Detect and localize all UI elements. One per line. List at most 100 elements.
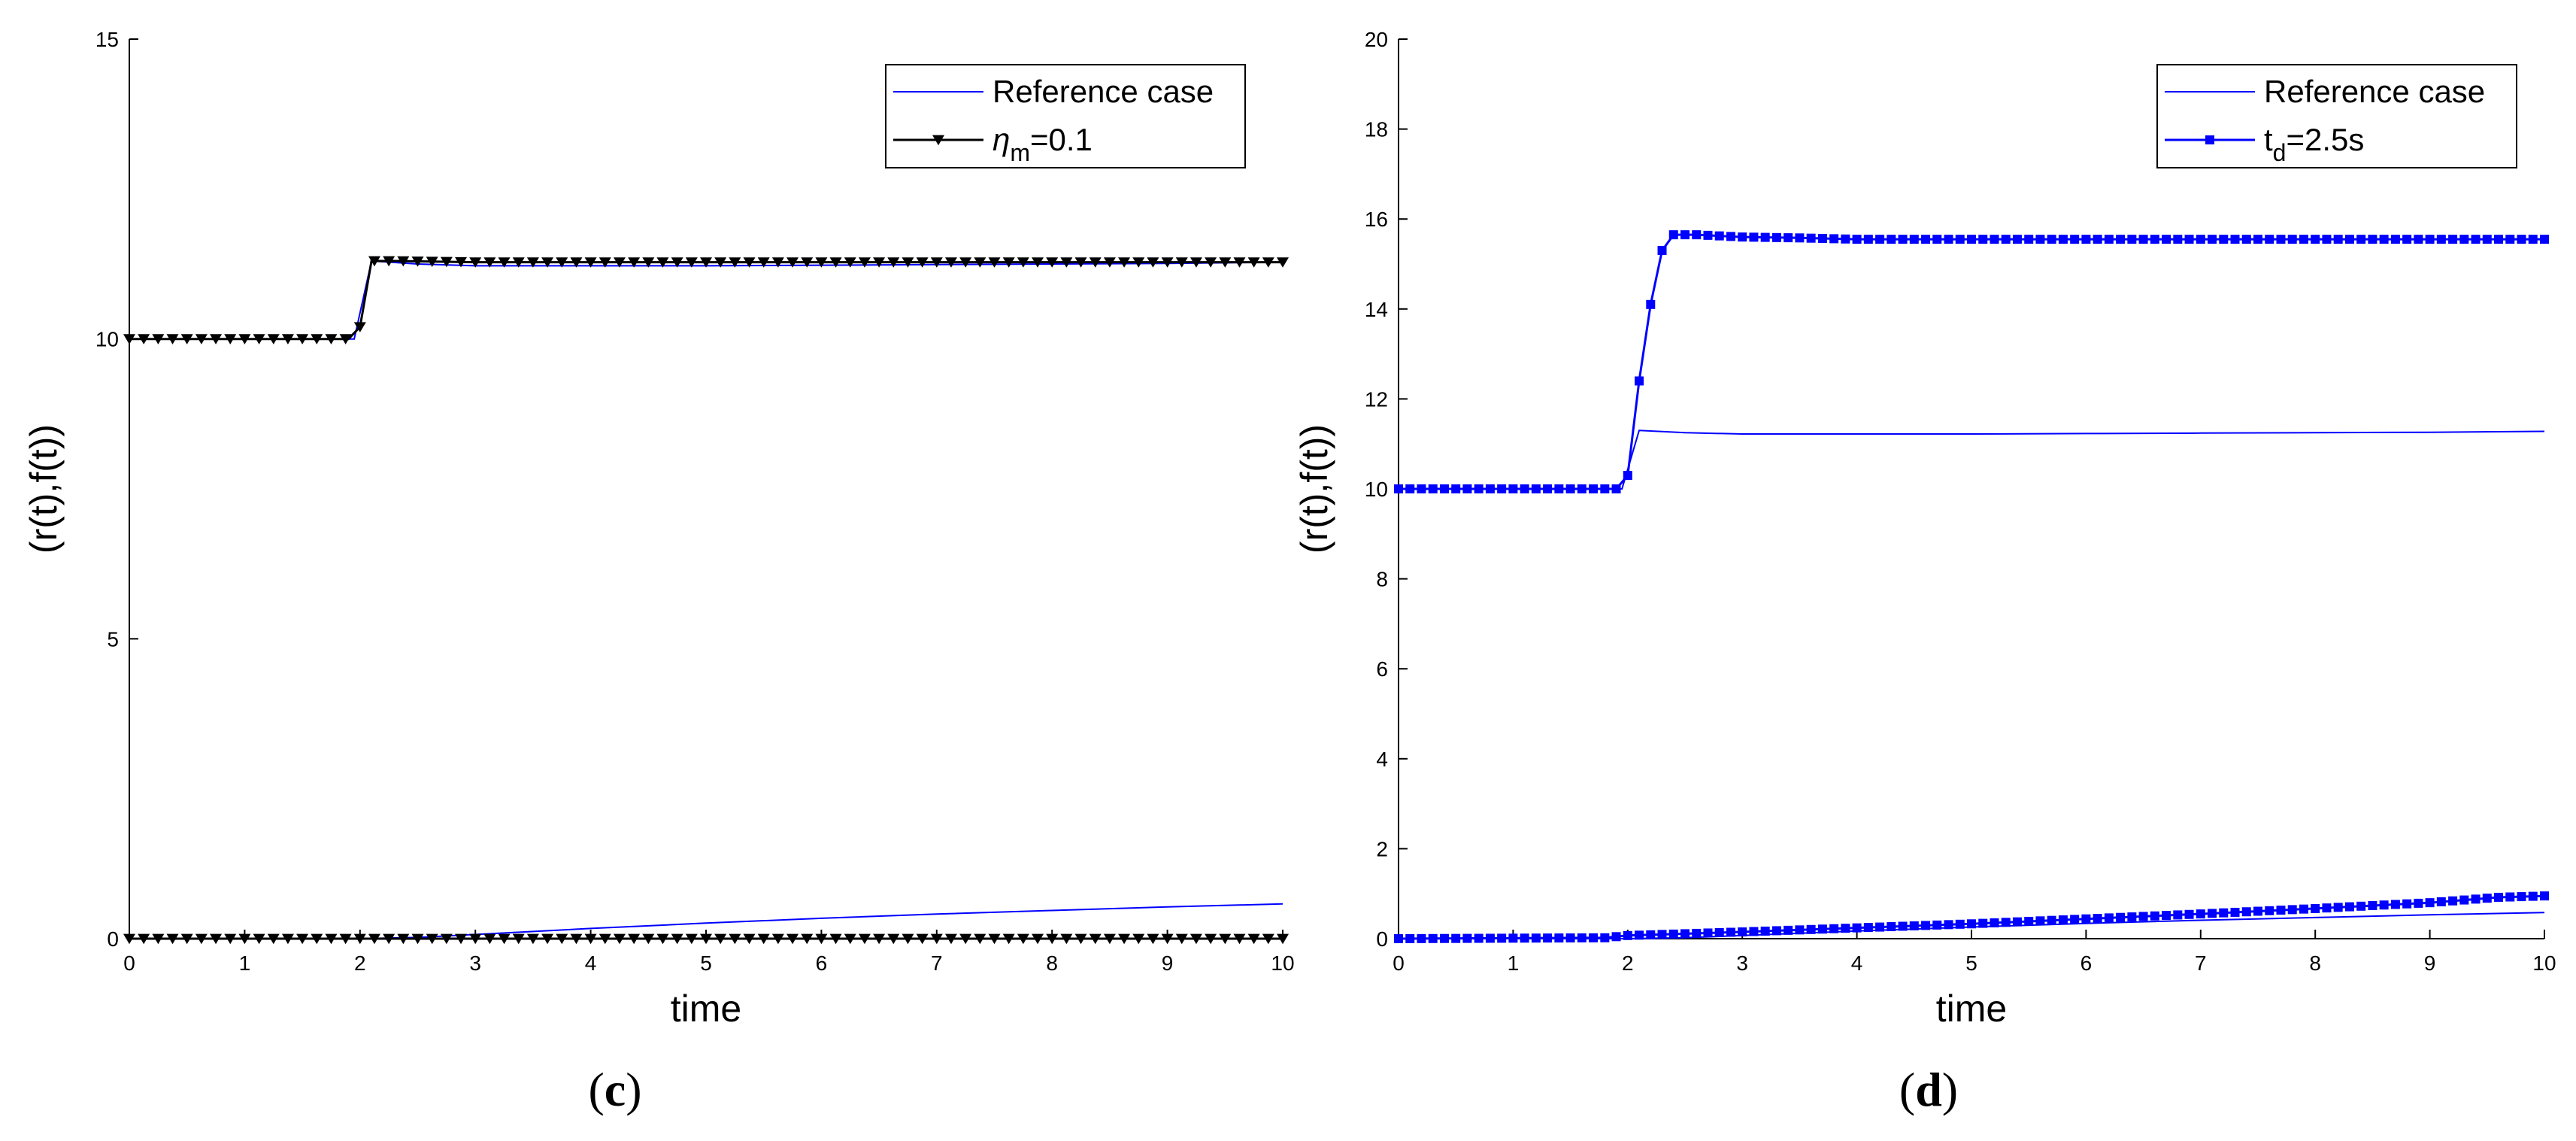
data-point (2024, 916, 2034, 926)
data-point (1967, 919, 1976, 929)
data-point (1646, 299, 1656, 309)
data-point (1600, 933, 1610, 942)
data-point (1132, 933, 1145, 945)
data-point (858, 257, 871, 268)
data-point (1417, 933, 1426, 943)
y-axis-label: (r(t),f(t)) (1293, 424, 1335, 554)
x-tick-label: 8 (1046, 951, 1058, 975)
y-tick-label: 6 (1376, 657, 1388, 681)
data-point (1806, 924, 1816, 934)
panel-close-paren: ) (1942, 1063, 1958, 1116)
data-point (2436, 897, 2446, 906)
legend: Reference case td=2.5s (2156, 64, 2517, 168)
legend-symbol: η (993, 122, 1010, 157)
data-point (180, 933, 193, 945)
data-point (2058, 915, 2068, 925)
data-point (238, 334, 251, 344)
data-point (469, 257, 482, 268)
x-tick-label: 1 (1508, 951, 1520, 975)
data-point (180, 334, 193, 344)
x-tick-label: 3 (1736, 951, 1748, 975)
data-point (1520, 484, 1529, 493)
data-point (656, 257, 669, 268)
data-point (1749, 232, 1759, 242)
panel-letter: c (605, 1063, 626, 1116)
data-point (599, 257, 611, 268)
data-point (829, 257, 842, 268)
y-tick-label: 0 (1376, 927, 1388, 951)
data-point (1565, 933, 1575, 943)
data-point (671, 257, 683, 268)
data-point (1474, 933, 1483, 943)
data-point (1577, 484, 1587, 493)
data-point (2356, 901, 2366, 911)
data-point (1060, 933, 1073, 945)
data-point (1944, 920, 1953, 930)
data-point (1738, 232, 1747, 242)
x-tick-label: 1 (239, 951, 251, 975)
data-point (2459, 895, 2469, 905)
data-point (2127, 912, 2137, 922)
data-point (1852, 235, 1862, 244)
data-point (1875, 235, 1885, 244)
x-axis-label: time (671, 988, 741, 1030)
data-point (2150, 235, 2159, 244)
x-tick-label: 6 (2080, 951, 2093, 975)
y-axis-label: (r(t),f(t)) (23, 424, 65, 554)
x-tick-label: 9 (2424, 951, 2436, 975)
data-point (1147, 257, 1159, 268)
data-point (1103, 257, 1116, 268)
legend-value: =2.5s (2286, 122, 2364, 157)
legend-entry: td=2.5s (2264, 122, 2364, 166)
data-point (541, 933, 554, 945)
data-point (2162, 235, 2171, 244)
data-point (1887, 235, 1896, 244)
data-point (2540, 235, 2549, 244)
data-point (757, 933, 770, 945)
data-point (353, 322, 366, 332)
data-point (1921, 921, 1931, 930)
data-point (426, 256, 438, 267)
y-tick-label: 10 (1365, 478, 1388, 501)
data-point (1175, 933, 1188, 945)
data-point (1680, 230, 1690, 240)
data-point (1508, 484, 1518, 493)
data-point (771, 257, 784, 268)
data-point (210, 933, 223, 945)
data-point (397, 256, 410, 267)
data-point (1703, 928, 1713, 938)
data-point (1967, 235, 1976, 244)
data-point (368, 256, 380, 267)
data-point (224, 334, 237, 344)
x-tick-label: 10 (2532, 951, 2556, 975)
panel-close-paren: ) (626, 1063, 641, 1116)
data-point (570, 257, 583, 268)
data-point (700, 933, 712, 945)
data-point (959, 933, 972, 945)
data-point (267, 933, 280, 945)
data-point (1233, 933, 1246, 945)
data-point (138, 334, 150, 344)
data-point (512, 933, 525, 945)
data-point (1714, 231, 1724, 241)
data-point (455, 933, 468, 945)
data-point (2494, 235, 2504, 244)
data-point (2482, 894, 2492, 903)
data-point (512, 257, 525, 268)
data-point (1657, 246, 1667, 256)
chart-c: 0 1 2 3 4 5 6 7 8 9 10 0 5 10 15 time (r(t),f(t)) Referen… (23, 28, 1295, 1116)
data-point (455, 256, 468, 268)
legend-box (885, 64, 1246, 168)
data-point (1932, 920, 1942, 930)
data-point (1219, 257, 1232, 268)
data-point (1784, 233, 1793, 243)
data-point (786, 933, 799, 945)
data-point (1032, 257, 1044, 268)
x-tick-label: 0 (123, 951, 135, 975)
data-point (1646, 930, 1656, 939)
data-point (844, 933, 856, 945)
panel-open-paren: ( (1899, 1063, 1915, 1116)
data-point (1589, 484, 1599, 493)
data-point (1531, 484, 1541, 493)
